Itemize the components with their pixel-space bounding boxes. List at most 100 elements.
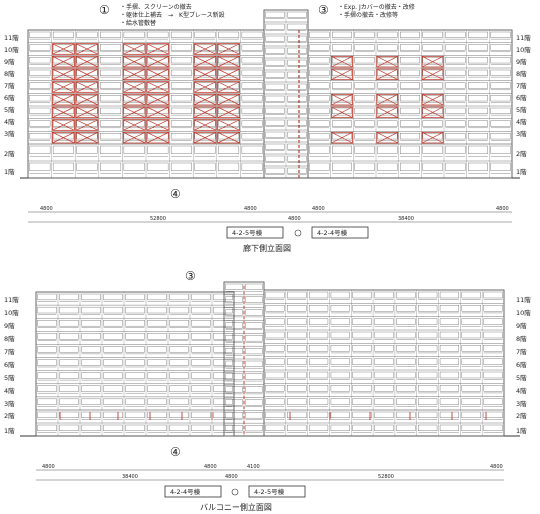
window-panel xyxy=(352,318,372,325)
k-brace xyxy=(122,119,146,131)
window-panel xyxy=(422,145,443,154)
window-panel xyxy=(76,82,98,89)
window-panel xyxy=(445,31,466,38)
window-panel xyxy=(52,57,74,64)
k-brace xyxy=(146,81,170,93)
window-panel xyxy=(241,120,263,127)
k-brace xyxy=(146,132,169,144)
k-brace xyxy=(331,106,353,119)
window-panel xyxy=(287,291,307,299)
floor-label: 6階 xyxy=(516,360,527,369)
window-panel xyxy=(147,411,167,418)
window-panel xyxy=(308,345,329,352)
window-panel xyxy=(287,358,307,365)
window-panel xyxy=(374,291,394,299)
window-panel xyxy=(332,133,352,140)
window-panel xyxy=(245,283,263,290)
window-panel xyxy=(400,107,420,114)
k-brace xyxy=(193,55,217,68)
window-panel xyxy=(352,358,372,365)
window-panel xyxy=(468,69,488,76)
window-panel xyxy=(29,145,51,154)
window-panel xyxy=(245,296,263,303)
floor-labels-left: 11階 10階 9階 8階 7階 6階 5階 4階 3階 2階 1階 xyxy=(4,295,19,435)
window-panel xyxy=(52,82,74,89)
window-panel xyxy=(265,107,285,114)
window-panel xyxy=(308,424,329,431)
window-panel xyxy=(225,386,243,393)
window-panel xyxy=(461,331,481,339)
k-brace xyxy=(193,81,217,93)
window-panel xyxy=(352,385,372,392)
window-panel xyxy=(418,385,438,392)
k-brace xyxy=(122,68,146,81)
window-panel xyxy=(147,82,169,89)
window-panel xyxy=(147,69,169,76)
window-panel xyxy=(81,333,101,340)
window-panel xyxy=(76,145,98,154)
window-panel xyxy=(308,291,329,299)
window-panel xyxy=(59,333,79,340)
window-panel xyxy=(400,44,420,51)
window-panel xyxy=(468,44,488,51)
window-panel xyxy=(213,385,233,392)
window-panel xyxy=(377,57,398,64)
window-panel xyxy=(461,398,481,405)
k-brace xyxy=(193,68,217,80)
window-panel xyxy=(218,31,240,38)
window-panel xyxy=(76,162,98,171)
k-brace xyxy=(217,68,241,81)
window-panel xyxy=(374,398,394,405)
floor-label: 6階 xyxy=(4,360,15,369)
window-panel xyxy=(308,318,329,325)
k-brace xyxy=(146,56,169,68)
window-panel xyxy=(352,398,372,405)
window-panel xyxy=(170,57,192,64)
window-panel xyxy=(265,155,285,162)
window-panel xyxy=(265,305,285,312)
window-panel xyxy=(287,83,307,90)
window-panel xyxy=(418,291,438,299)
k-brace xyxy=(146,119,170,131)
floor-label: 7階 xyxy=(516,81,527,90)
window-panel xyxy=(287,23,307,30)
window-panel xyxy=(241,162,263,171)
window-panel xyxy=(483,398,503,405)
window-panel xyxy=(265,47,285,54)
floor-label: 8階 xyxy=(4,69,15,78)
window-panel xyxy=(59,359,79,366)
window-panel xyxy=(52,120,74,127)
window-panel xyxy=(354,145,375,154)
window-panel xyxy=(245,309,263,316)
k-brace xyxy=(75,56,99,68)
window-panel xyxy=(377,145,398,154)
window-panel xyxy=(354,95,375,102)
floor-label: 3階 xyxy=(516,129,527,138)
k-brace xyxy=(376,55,399,68)
window-panel xyxy=(490,162,511,171)
window-panel xyxy=(191,293,211,301)
window-panel xyxy=(29,82,51,89)
window-panel xyxy=(374,358,394,365)
k-brace xyxy=(376,68,399,80)
floor-label: 1階 xyxy=(4,167,15,176)
window-panel xyxy=(418,331,438,339)
window-panel xyxy=(241,133,263,140)
window-panel xyxy=(147,57,169,64)
window-panel xyxy=(125,333,145,340)
window-panel xyxy=(396,398,416,405)
window-panel xyxy=(147,372,167,379)
window-panel xyxy=(332,57,352,64)
window-panel xyxy=(191,411,211,418)
window-panel xyxy=(483,331,503,339)
floor-label: 8階 xyxy=(516,334,527,343)
k-brace xyxy=(75,93,99,106)
k-brace xyxy=(75,43,99,55)
window-panel xyxy=(125,306,145,314)
window-panel xyxy=(225,309,243,316)
window-panel xyxy=(123,44,145,51)
window-panel xyxy=(81,346,101,353)
window-panel xyxy=(352,331,372,339)
window-panel xyxy=(332,44,352,51)
window-panel xyxy=(377,162,398,171)
